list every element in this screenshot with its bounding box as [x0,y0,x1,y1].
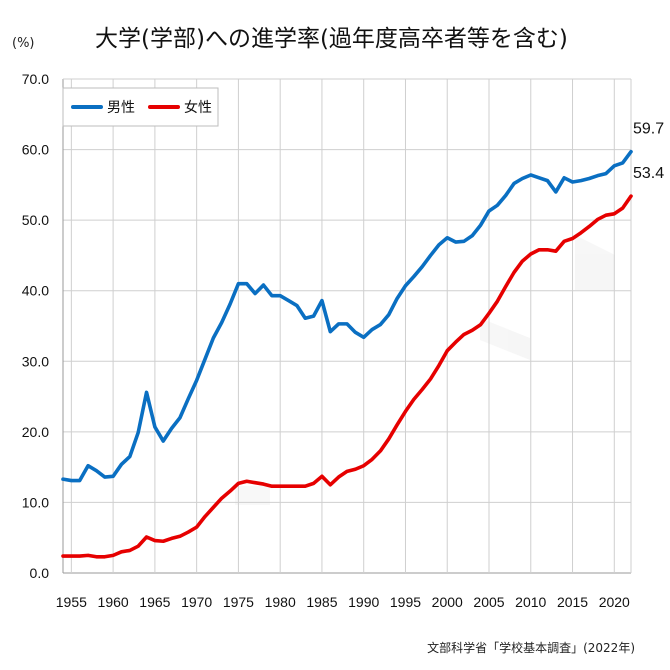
end-labels: 59.7 53.4 [633,121,664,182]
legend-label: 女性 [184,99,212,116]
series-line-male [61,149,633,483]
x-tick-label: 1985 [306,594,337,610]
watermark-shape [480,318,530,360]
x-tick-label: 1990 [348,594,379,610]
x-tick-label: 2015 [557,594,588,610]
x-axis: 1955 1960 1965 1970 1975 1980 1985 1990 1995 2000… [56,594,630,610]
legend: 男性 女性 [62,87,219,127]
y-tick-label: 30.0 [22,353,49,369]
watermark-shape [235,486,270,505]
y-axis-unit: (%) [12,36,35,51]
x-tick-label: 2010 [515,594,546,610]
x-tick-label: 2020 [599,594,630,610]
y-tick-label: 70.0 [22,71,49,87]
legend-label: 男性 [107,100,135,116]
end-value-label: 53.4 [633,165,664,182]
x-tick-label: 1960 [98,594,129,610]
y-tick-label: 0.0 [30,565,50,581]
y-tick-label: 40.0 [22,283,49,299]
y-tick-label: 20.0 [22,424,49,440]
chart-title: 大学(学部)への進学率(過年度高卒者等を含む) [95,26,568,52]
x-tick-label: 1980 [265,594,296,610]
x-tick-label: 1955 [56,594,87,610]
series-layer [61,149,633,559]
series-line-female [61,194,633,559]
x-tick-label: 1970 [181,594,212,610]
grid-layer [62,78,632,574]
y-tick-label: 10.0 [22,494,49,510]
watermark [235,235,615,505]
x-tick-label: 1975 [223,594,254,610]
source-note: 文部科学省「学校基本調査」(2022年) [427,640,635,655]
y-tick-label: 50.0 [22,212,49,228]
y-axis: 0.0 10.0 20.0 30.0 40.0 50.0 60.0 70.0 [22,71,49,581]
end-value-label: 59.7 [633,121,664,138]
y-tick-label: 60.0 [22,142,49,158]
x-tick-label: 1995 [390,594,421,610]
x-tick-label: 2005 [473,594,504,610]
x-tick-label: 2000 [432,594,463,610]
legend-items: 男性 女性 [71,99,212,116]
x-tick-label: 1965 [139,594,170,610]
watermark-shape [575,235,615,290]
